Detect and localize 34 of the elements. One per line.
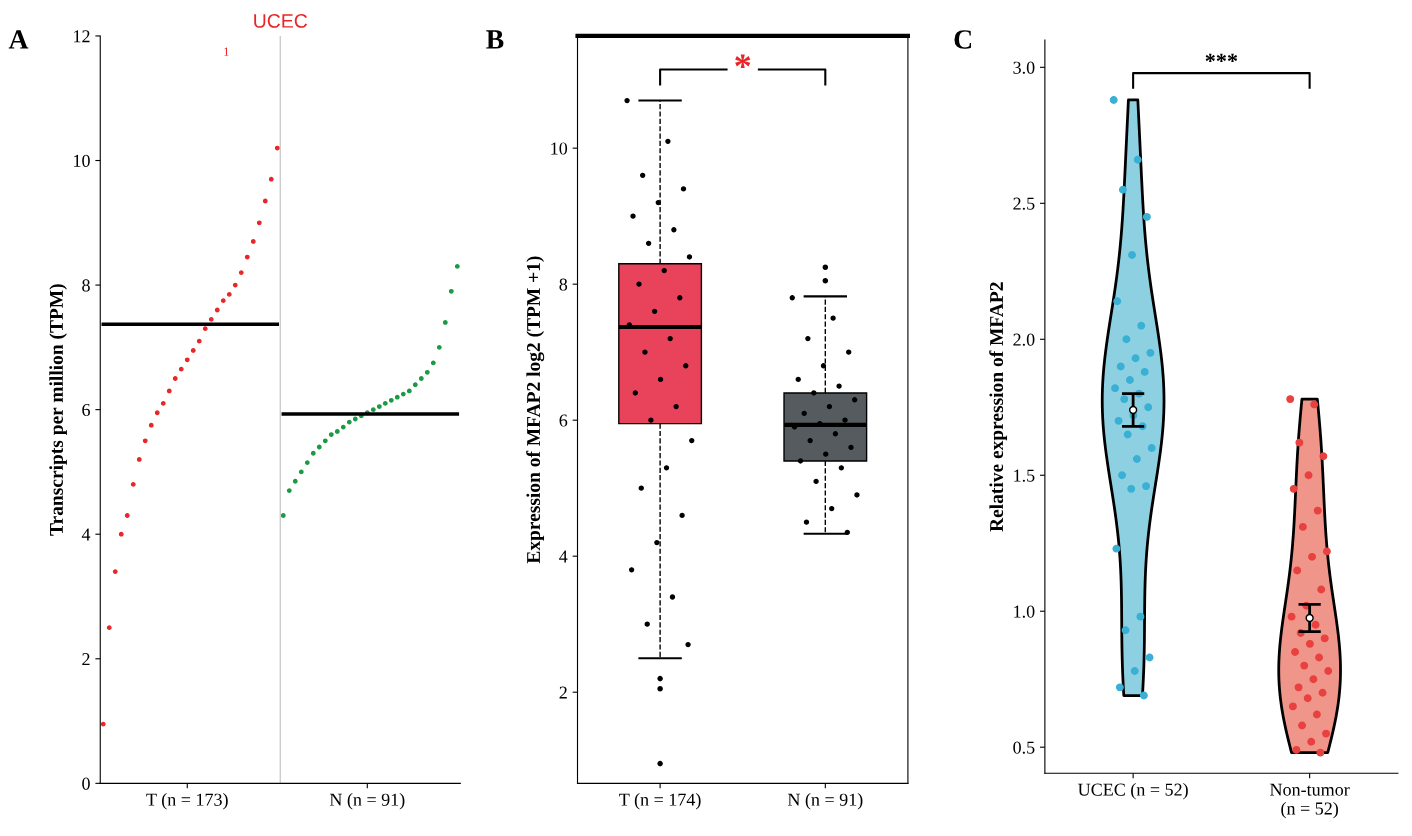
y-tick-label: 2 — [559, 686, 567, 699]
text: C — [954, 30, 972, 49]
text: A — [8, 30, 29, 49]
y-tick-label: 12 — [74, 30, 90, 43]
y-axis-title: Expression of MFAP2 log2 (TPM +1) — [526, 256, 545, 564]
y-tick-label: 8 — [559, 278, 568, 291]
annotation: 1 — [224, 47, 229, 56]
y-tick-label: 4 — [81, 528, 91, 541]
y-tick-label: 1.5 — [1014, 469, 1035, 482]
chart-title: UCEC — [254, 14, 308, 28]
y-axis-title: Transcripts per million (TPM) — [49, 284, 67, 536]
x-tick-label: N (n = 91) — [329, 793, 405, 810]
y-tick-label: 10 — [551, 142, 568, 155]
y-tick-label: 3.0 — [1013, 61, 1035, 74]
y-tick-label: 6 — [82, 403, 90, 417]
y-tick-label: 2.5 — [1013, 197, 1035, 210]
y-tick-label: 2.0 — [1013, 333, 1035, 346]
annotation: *** — [1205, 53, 1238, 63]
x-tick-label: T (n = 173) — [146, 793, 228, 810]
x-tick-label: N (n = 91) — [787, 793, 863, 810]
y-tick-label: 2 — [82, 653, 90, 666]
text: B — [486, 30, 504, 49]
y-tick-label: 0.5 — [1013, 741, 1035, 754]
x-tick-label: UCEC (n = 52) — [1078, 783, 1188, 800]
y-tick-label: 0 — [82, 777, 90, 790]
y-tick-label: 8 — [82, 279, 90, 292]
y-tick-label: 6 — [559, 414, 568, 427]
x-tick-label: T (n = 174) — [619, 793, 701, 810]
y-tick-label: 1.0 — [1014, 605, 1035, 618]
y-tick-label: 4 — [559, 550, 568, 563]
annotation: * — [735, 54, 751, 69]
y-tick-label: 10 — [74, 154, 90, 167]
y-axis-title: Relative expression of MFAP2 — [989, 282, 1008, 532]
x-tick-label: Non-tumor (n = 52) — [1270, 783, 1350, 819]
